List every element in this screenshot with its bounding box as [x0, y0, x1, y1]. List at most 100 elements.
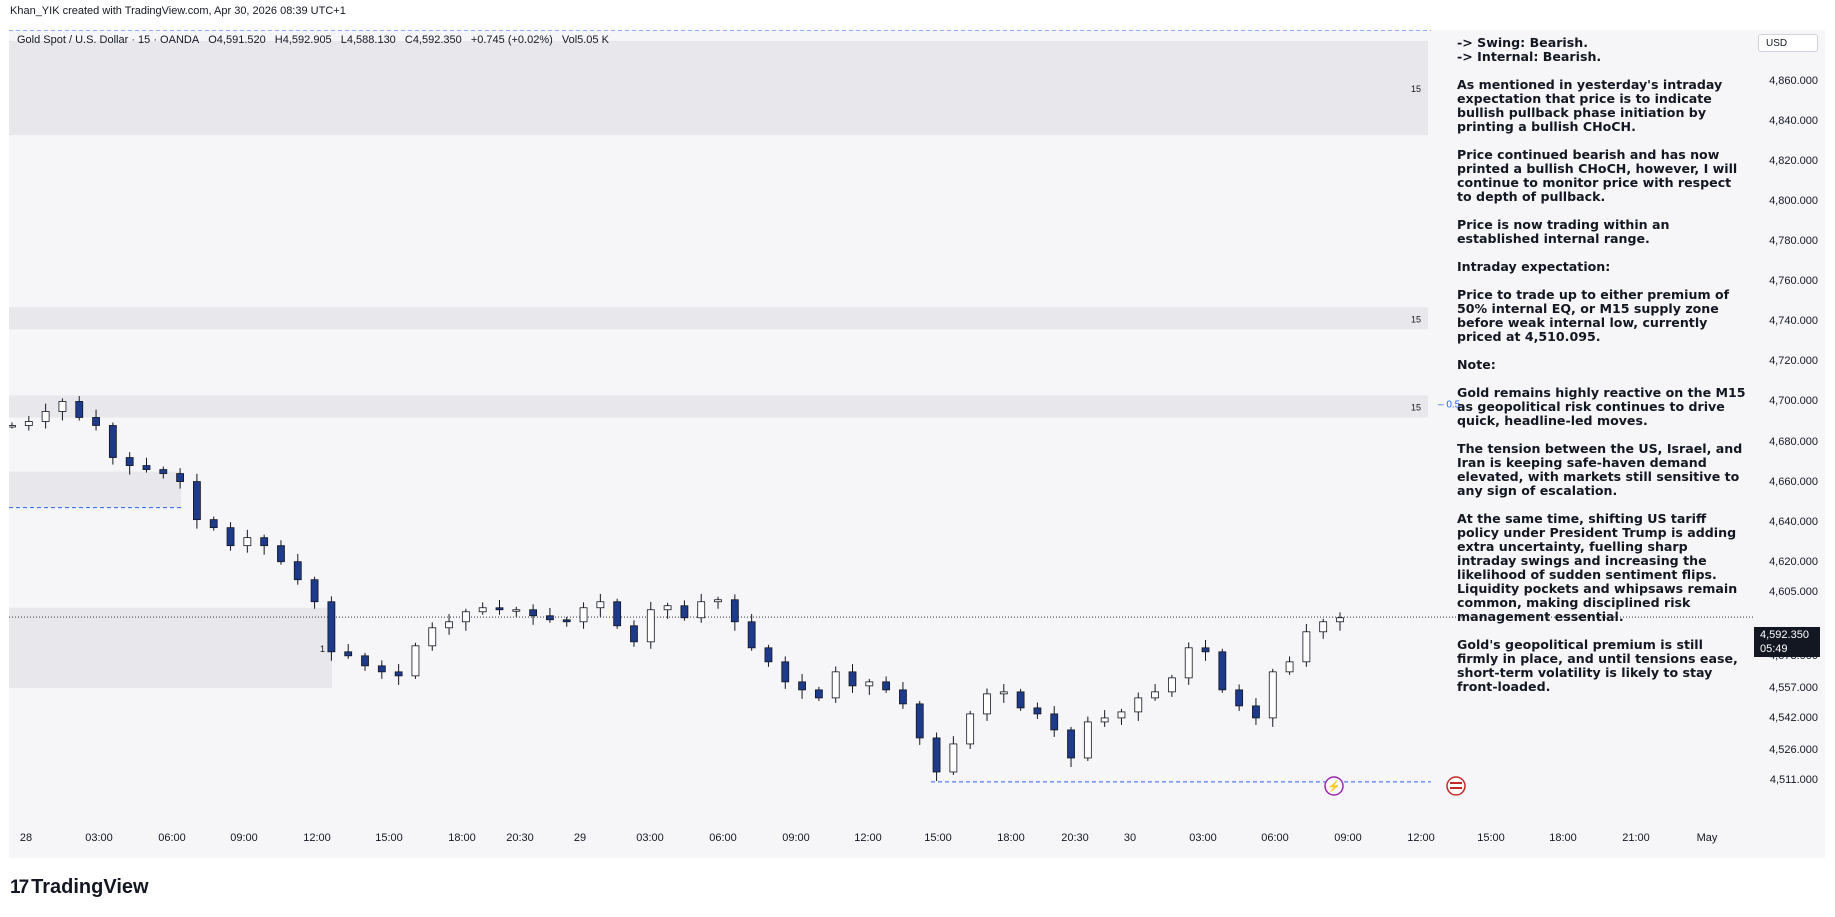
- tradingview-logo[interactable]: 17 TradingView: [10, 876, 149, 899]
- time-tick-label: 12:00: [854, 832, 882, 844]
- time-tick-label: 09:00: [782, 832, 810, 844]
- candle-body: [596, 601, 605, 609]
- us-flag-event-icon: [1446, 776, 1466, 796]
- price-tick-label: 4,760.000: [1769, 275, 1818, 288]
- candle-body: [983, 693, 991, 715]
- symbol-legend: Gold Spot / U.S. Dollar · 15 · OANDA O4,…: [17, 34, 615, 46]
- candle-body: [899, 689, 907, 705]
- zone-label: 15: [1411, 84, 1421, 94]
- ohlc-close: C4,592.350: [404, 34, 462, 46]
- candle-body: [1100, 717, 1109, 723]
- analysis-text-note[interactable]: -> Swing: Bearish. -> Internal: Bearish.…: [1457, 36, 1747, 708]
- time-tick-label: 06:00: [158, 832, 186, 844]
- candle-body: [764, 647, 773, 663]
- price-tick-label: 4,780.000: [1769, 235, 1818, 248]
- time-tick-label: 15:00: [375, 832, 403, 844]
- note-heading: Note:: [1457, 357, 1496, 372]
- us-flag-stripe: [1450, 782, 1462, 784]
- candle-body: [377, 665, 386, 673]
- candle-body: [445, 621, 453, 629]
- time-tick-label: 21:00: [1622, 832, 1650, 844]
- time-tick-label: 29: [573, 832, 587, 844]
- time-tick-label: 03:00: [1189, 832, 1217, 844]
- candle-body: [277, 545, 285, 563]
- zone-label: 15: [1411, 314, 1421, 324]
- time-tick-label: 30: [1123, 832, 1137, 844]
- price-tick-label: 4,840.000: [1769, 115, 1818, 128]
- candle-body: [24, 421, 33, 426]
- candle-body: [1050, 713, 1059, 731]
- time-tick-label: May: [1696, 832, 1718, 844]
- time-tick-label: 18:00: [997, 832, 1025, 844]
- candle-body: [1319, 621, 1328, 633]
- candle-body: [646, 609, 655, 643]
- chart-area[interactable]: 15 15 15 1 – 0.5 ⚡: [9, 30, 1825, 858]
- last-price-label: 4,592.350 05:49: [1754, 627, 1820, 657]
- price-tick-label: 4,700.000: [1769, 395, 1818, 408]
- candle-body: [512, 609, 521, 612]
- candle-body: [697, 601, 706, 619]
- candle-body: [58, 401, 67, 412]
- zone-label: 15: [1411, 402, 1421, 412]
- time-tick-label: 03:00: [636, 832, 664, 844]
- candle-body: [865, 681, 874, 687]
- candle-body: [75, 401, 84, 418]
- volume: Vol5.05 K: [561, 34, 609, 46]
- last-price-value: 4,592.350: [1760, 629, 1809, 641]
- note-paragraph-9: At the same time, shifting US tariff pol…: [1457, 511, 1738, 624]
- candle-body: [680, 605, 689, 619]
- note-paragraph-7: Gold remains highly reactive on the M15 …: [1457, 385, 1746, 428]
- currency-selector[interactable]: USD: [1758, 34, 1818, 52]
- candle-body: [1336, 617, 1344, 623]
- time-tick-label: 03:00: [85, 832, 113, 844]
- zone-label: 1: [320, 644, 325, 654]
- time-tick-label: 06:00: [1261, 832, 1289, 844]
- candle-body: [293, 561, 302, 581]
- candle-body: [327, 601, 336, 653]
- time-tick-label: 09:00: [1334, 832, 1362, 844]
- supply-demand-zone: [9, 307, 1428, 330]
- candle-body: [1167, 677, 1176, 693]
- candle-body: [1268, 671, 1277, 719]
- candle-body: [159, 469, 168, 474]
- candle-body: [714, 599, 722, 603]
- time-tick-label: 15:00: [924, 832, 952, 844]
- candle-body: [932, 737, 941, 773]
- candle-body: [1033, 707, 1042, 715]
- chart-author-header: Khan_YIK created with TradingView.com, A…: [10, 5, 346, 17]
- event-bolt-icon: [1324, 776, 1344, 796]
- price-tick-label: 4,542.000: [1769, 711, 1818, 724]
- candle-body: [461, 611, 470, 623]
- candle-body: [1201, 647, 1210, 653]
- price-tick-label: 4,800.000: [1769, 195, 1818, 208]
- candlestick-plot[interactable]: 15 15 15 1 – 0.5 ⚡: [9, 30, 1825, 858]
- price-tick-label: 4,605.000: [1769, 585, 1818, 598]
- tradingview-logo-icon: 17: [10, 876, 29, 898]
- ohlc-high: H4,592.905: [274, 34, 332, 46]
- ohlc-open: O4,591.520: [208, 34, 266, 46]
- price-tick-label: 4,511.000: [1769, 774, 1818, 786]
- intraday-heading: Intraday expectation:: [1457, 259, 1611, 274]
- candle-body: [848, 671, 857, 687]
- supply-demand-zone: [9, 40, 1428, 136]
- note-paragraph-1: As mentioned in yesterday's intraday exp…: [1457, 77, 1723, 134]
- time-tick-label: 12:00: [303, 832, 331, 844]
- note-paragraph-10: Gold's geopolitical premium is still fir…: [1457, 637, 1738, 694]
- time-tick-label: 20:30: [1061, 832, 1089, 844]
- symbol-name[interactable]: Gold Spot / U.S. Dollar · 15 · OANDA: [17, 34, 200, 46]
- candle-body: [394, 671, 403, 677]
- candle-body: [1235, 689, 1244, 707]
- price-axis[interactable]: 4,511.0004,526.0004,542.0004,557.0004,57…: [1754, 30, 1826, 858]
- supply-demand-zone: [9, 395, 1428, 418]
- tradingview-logo-text: TradingView: [31, 876, 149, 898]
- time-tick-label: 18:00: [1549, 832, 1577, 844]
- bar-countdown: 05:49: [1760, 643, 1788, 655]
- candle-body: [344, 651, 353, 657]
- candle-body: [747, 621, 756, 649]
- time-tick-label: 06:00: [709, 832, 737, 844]
- candle-body: [1218, 651, 1227, 691]
- candle-body: [613, 601, 622, 627]
- candle-body: [546, 615, 554, 621]
- time-tick-label: 15:00: [1477, 832, 1505, 844]
- time-axis[interactable]: 28 03:00 06:00 09:00 12:00 15:00 18:00 20:30 29 0…: [9, 832, 1754, 852]
